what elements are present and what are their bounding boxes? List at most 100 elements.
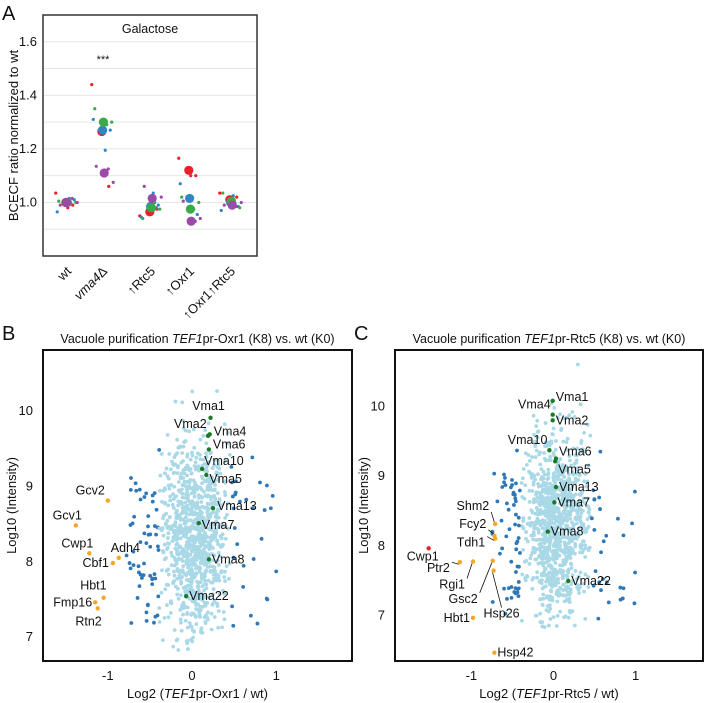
replicate-dot-red xyxy=(177,156,181,160)
outlier-dot xyxy=(502,480,506,485)
protein-dot xyxy=(219,536,224,541)
protein-dot xyxy=(203,619,208,624)
protein-dot xyxy=(524,462,529,467)
point-label-tdh1: Tdh1 xyxy=(457,536,486,550)
outlier-dot xyxy=(512,590,517,594)
protein-dot xyxy=(203,428,208,432)
replicate-dot-blue xyxy=(91,117,95,122)
protein-dot xyxy=(179,579,183,584)
y-tick-label: 9 xyxy=(26,479,33,494)
protein-dot xyxy=(586,504,590,509)
outlier-dot xyxy=(633,570,637,575)
protein-dot xyxy=(568,480,573,485)
protein-dot xyxy=(127,561,132,565)
protein-dot xyxy=(527,488,532,493)
protein-dot xyxy=(200,630,205,635)
protein-dot xyxy=(566,541,571,546)
protein-dot xyxy=(524,536,528,541)
protein-dot xyxy=(198,605,202,610)
point-label-cwp1: Cwp1 xyxy=(61,536,93,550)
protein-dot xyxy=(521,526,526,531)
protein-dot xyxy=(532,533,536,538)
protein-dot xyxy=(527,562,532,566)
y-tick-label: 1.0 xyxy=(19,194,37,209)
mean-dot-green xyxy=(146,203,156,213)
protein-dot xyxy=(592,497,597,502)
protein-dot xyxy=(540,620,545,625)
outlier-dot xyxy=(601,539,606,544)
labeled-dot-vma1 xyxy=(208,415,213,420)
protein-dot xyxy=(178,444,183,449)
protein-dot xyxy=(554,439,558,443)
protein-dot xyxy=(140,576,144,580)
protein-dot xyxy=(548,454,553,459)
protein-dot xyxy=(530,520,535,525)
protein-dot xyxy=(215,558,220,563)
outlier-dot xyxy=(500,485,505,489)
protein-dot xyxy=(166,583,171,587)
protein-dot xyxy=(178,593,183,598)
replicate-dot-purple xyxy=(239,200,243,205)
protein-dot xyxy=(179,557,184,562)
protein-dot xyxy=(207,541,211,546)
protein-dot xyxy=(523,483,528,488)
labeled-dot-vma7 xyxy=(196,520,201,526)
protein-dot xyxy=(582,589,586,594)
protein-dot xyxy=(186,479,191,484)
protein-dot xyxy=(225,441,230,446)
protein-dot xyxy=(160,638,165,643)
protein-dot xyxy=(561,528,566,533)
protein-dot xyxy=(572,414,577,419)
protein-dot xyxy=(187,512,192,517)
protein-dot xyxy=(543,521,547,525)
point-label-vma4: Vma4 xyxy=(214,424,247,438)
protein-dot xyxy=(552,542,556,547)
protein-dot xyxy=(586,510,591,515)
replicate-dot-blue xyxy=(219,208,223,213)
protein-dot xyxy=(551,474,556,478)
protein-dot xyxy=(524,530,528,534)
protein-dot xyxy=(200,527,205,532)
outlier-dot xyxy=(129,476,133,480)
labeled-dot-vma8 xyxy=(545,529,550,534)
protein-dot xyxy=(542,472,547,477)
outlier-dot xyxy=(132,514,137,519)
protein-dot xyxy=(565,468,570,472)
protein-dot xyxy=(549,578,554,583)
protein-dot xyxy=(214,470,219,475)
protein-dot xyxy=(548,570,552,575)
outlier-dot xyxy=(621,533,626,538)
protein-dot xyxy=(554,556,559,561)
protein-dot xyxy=(591,583,596,588)
labeled-dot-cbf1 xyxy=(110,560,116,566)
protein-dot xyxy=(208,552,213,557)
outlier-dot xyxy=(514,547,519,552)
protein-dot xyxy=(551,478,556,483)
labeled-dot-vma4 xyxy=(207,432,212,437)
outlier-dot xyxy=(138,540,143,545)
protein-dot xyxy=(520,572,525,577)
protein-dot xyxy=(565,514,570,519)
mean-dot-green xyxy=(185,204,195,214)
point-label-gcv2: Gcv2 xyxy=(76,484,105,498)
protein-dot xyxy=(211,573,216,577)
protein-dot xyxy=(585,517,590,522)
outlier-dot xyxy=(509,559,514,564)
protein-dot xyxy=(583,543,587,547)
labeled-dot-vma1 xyxy=(550,398,555,403)
replicate-dot-purple xyxy=(159,195,163,199)
outlier-dot xyxy=(137,584,142,589)
protein-dot xyxy=(231,506,236,511)
protein-dot xyxy=(559,548,563,553)
protein-dot xyxy=(165,432,170,437)
protein-dot xyxy=(185,503,190,508)
outlier-dot xyxy=(490,529,495,534)
protein-dot xyxy=(212,487,217,492)
protein-dot xyxy=(176,557,181,562)
protein-dot xyxy=(217,592,222,597)
protein-dot xyxy=(516,536,521,540)
protein-dot xyxy=(583,616,588,621)
protein-dot xyxy=(204,454,209,459)
replicate-dot-green xyxy=(197,200,201,205)
protein-dot xyxy=(198,614,202,619)
